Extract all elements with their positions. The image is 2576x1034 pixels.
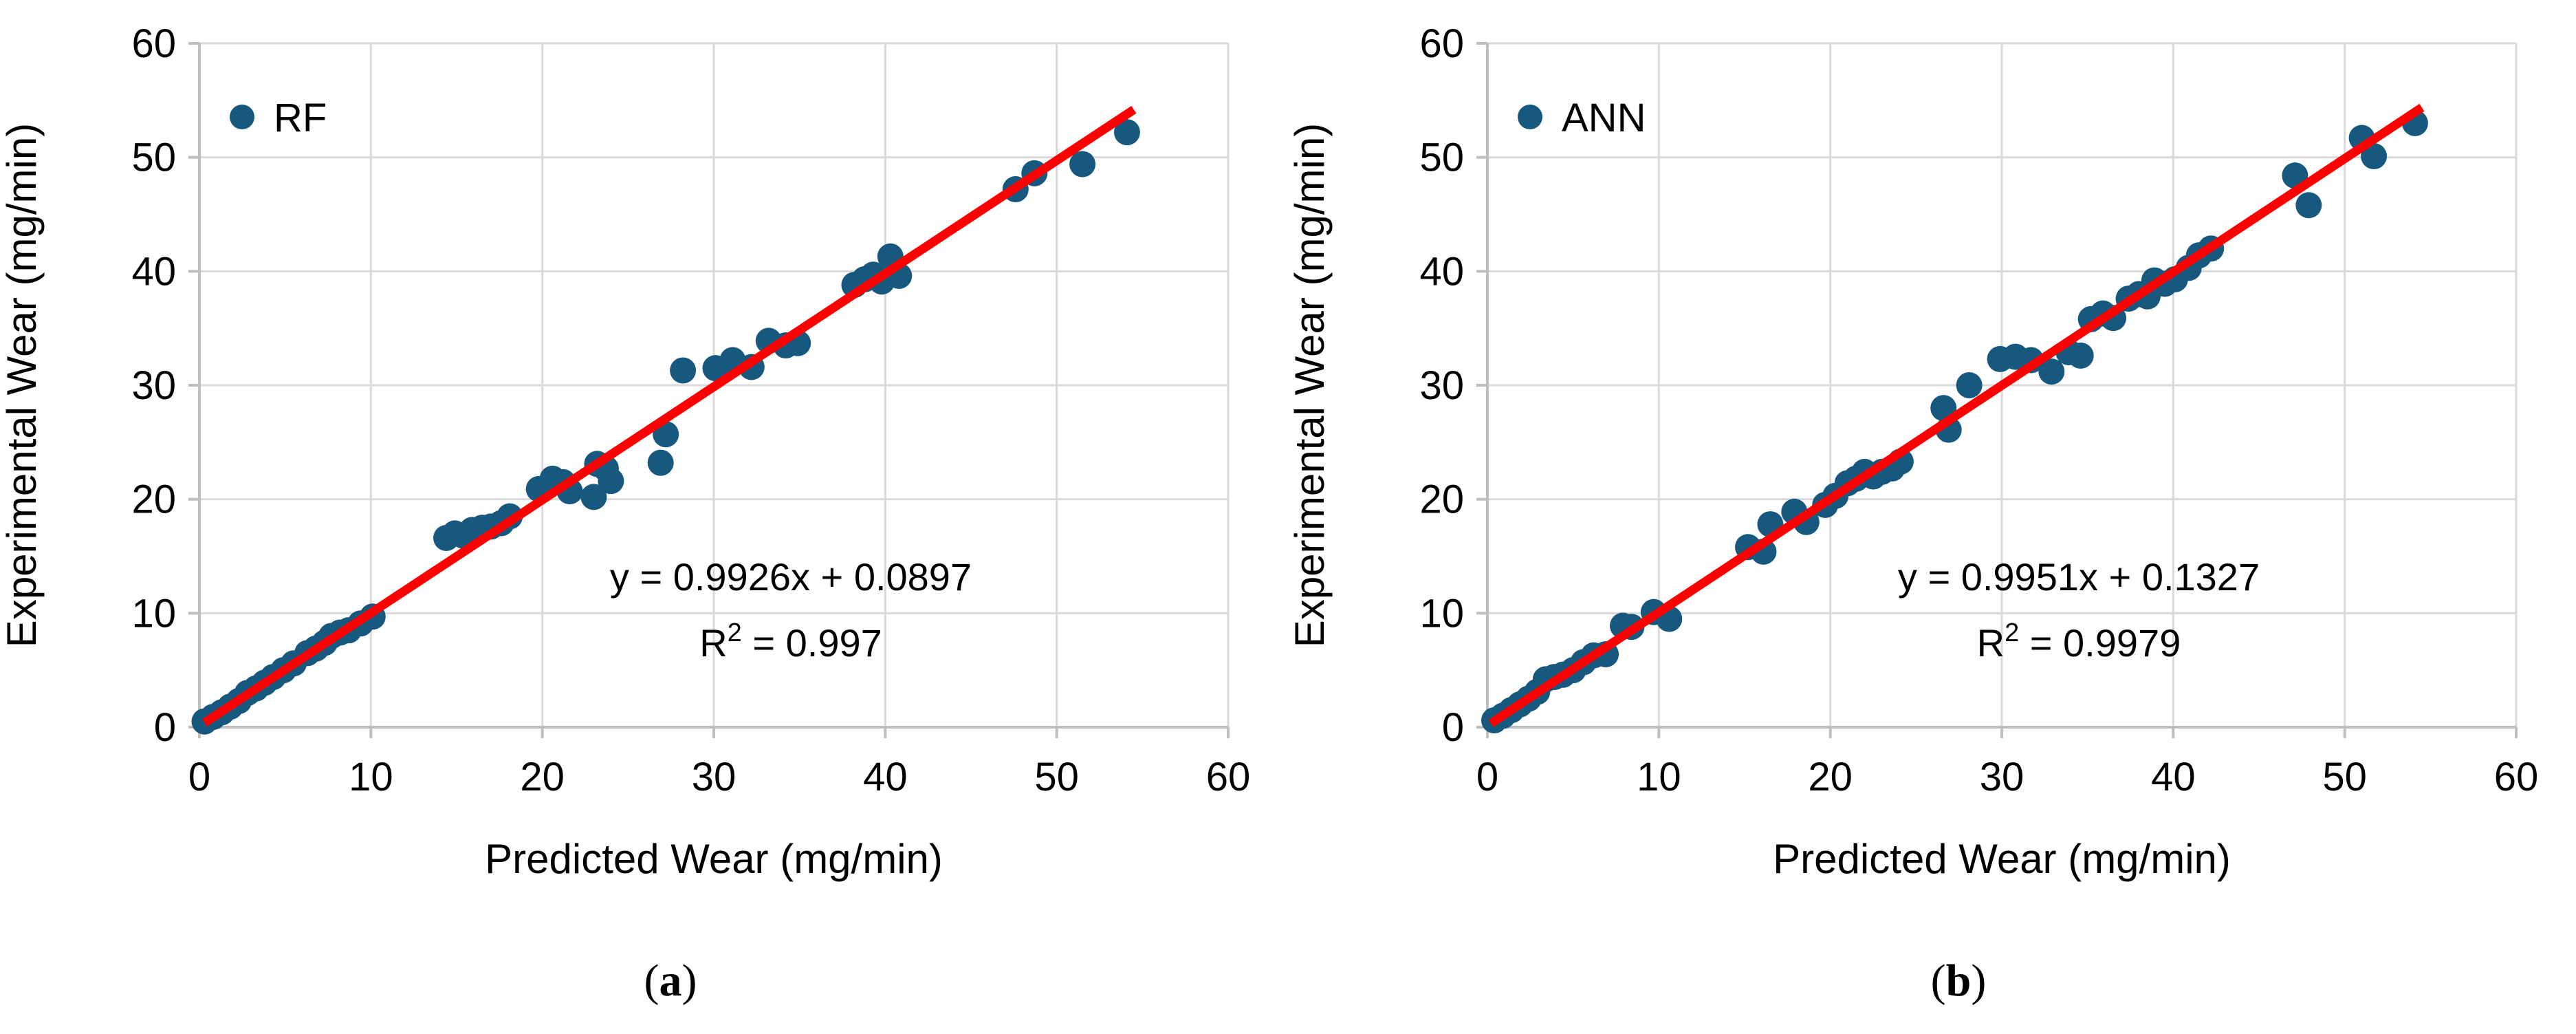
y-tick-label: 40	[1419, 249, 1464, 294]
x-axis-title: Predicted Wear (mg/min)	[485, 836, 943, 882]
y-axis-title: Experimental Wear (mg/min)	[1288, 123, 1333, 647]
x-tick-label: 20	[1808, 755, 1853, 799]
y-tick-label: 50	[131, 136, 176, 180]
data-point	[1069, 151, 1096, 177]
data-point	[2038, 358, 2065, 385]
y-tick-label: 60	[1419, 21, 1464, 66]
x-tick-label: 10	[1637, 755, 1681, 799]
y-tick-label: 20	[131, 477, 176, 522]
legend-marker	[230, 105, 254, 129]
x-tick-label: 40	[863, 755, 908, 799]
y-axis-title: Experimental Wear (mg/min)	[0, 123, 45, 647]
equation-line-1: y = 0.9951x + 0.1327	[1898, 555, 2260, 599]
trendline	[201, 105, 1137, 727]
data-point	[1113, 119, 1140, 146]
caption-paren-open: (	[1930, 956, 1946, 1006]
data-point	[1956, 372, 1983, 398]
x-tick-label: 30	[692, 755, 736, 799]
caption-letter: b	[1945, 956, 1972, 1006]
y-tick-label: 20	[1419, 477, 1464, 522]
data-point	[580, 484, 607, 510]
y-tick-label: 50	[1419, 136, 1464, 180]
legend-label: RF	[274, 96, 327, 140]
x-tick-label: 40	[2151, 755, 2196, 799]
y-tick-label: 60	[131, 21, 176, 66]
y-tick-label: 10	[1419, 591, 1464, 636]
x-tick-label: 20	[520, 755, 565, 799]
rf-scatter-chart: 0 10 20 30 40 50 60 0 10 20 30 40 50 60 Predicted Wear…	[0, 21, 1251, 882]
caption-paren-close: )	[681, 956, 697, 1006]
legend-label: ANN	[1562, 96, 1646, 140]
data-point	[647, 449, 674, 476]
x-tick-label: 0	[1476, 755, 1498, 799]
chart-panel-rf: 0 10 20 30 40 50 60 0 10 20 30 40 50 60 Predicted Wear…	[0, 21, 1251, 1007]
data-point	[2361, 143, 2388, 170]
equation-line-2: R2 = 0.9979	[1977, 618, 2181, 665]
x-tick-label: 30	[1980, 755, 2024, 799]
caption-paren-close: )	[1971, 956, 1987, 1006]
chart-panel-ann: 0 10 20 30 40 50 60 0 10 20 30 40 50 60 Predicted Wear…	[1288, 0, 2576, 1034]
x-tick-label: 0	[188, 755, 210, 799]
x-tick-label: 60	[2494, 755, 2539, 799]
y-tick-label: 30	[1419, 363, 1464, 408]
panel-caption-b: (b)	[1931, 955, 1987, 1007]
trendline	[1488, 103, 2425, 727]
x-tick-label: 50	[1034, 755, 1079, 799]
x-tick-label: 60	[1206, 755, 1251, 799]
y-tick-label: 30	[131, 363, 176, 408]
ann-scatter-chart: 0 10 20 30 40 50 60 0 10 20 30 40 50 60 Predicted Wear…	[1288, 21, 2539, 882]
data-point	[2295, 192, 2322, 219]
data-point	[598, 468, 624, 495]
equation-line-2: R2 = 0.997	[699, 618, 882, 665]
equation-line-1: y = 0.9926x + 0.0897	[610, 555, 972, 599]
data-point	[2067, 342, 2094, 369]
data-point	[670, 357, 697, 384]
panel-caption-a: (a)	[644, 955, 697, 1007]
x-tick-label: 10	[349, 755, 393, 799]
x-tick-label: 50	[2322, 755, 2367, 799]
x-axis-title: Predicted Wear (mg/min)	[1773, 836, 2231, 882]
y-tick-label: 40	[131, 249, 176, 294]
y-tick-label: 0	[154, 705, 176, 750]
y-tick-label: 10	[131, 591, 176, 636]
legend-marker	[1518, 105, 1542, 129]
caption-letter: a	[659, 956, 682, 1006]
caption-paren-open: (	[644, 956, 659, 1006]
y-tick-label: 0	[1442, 705, 1464, 750]
